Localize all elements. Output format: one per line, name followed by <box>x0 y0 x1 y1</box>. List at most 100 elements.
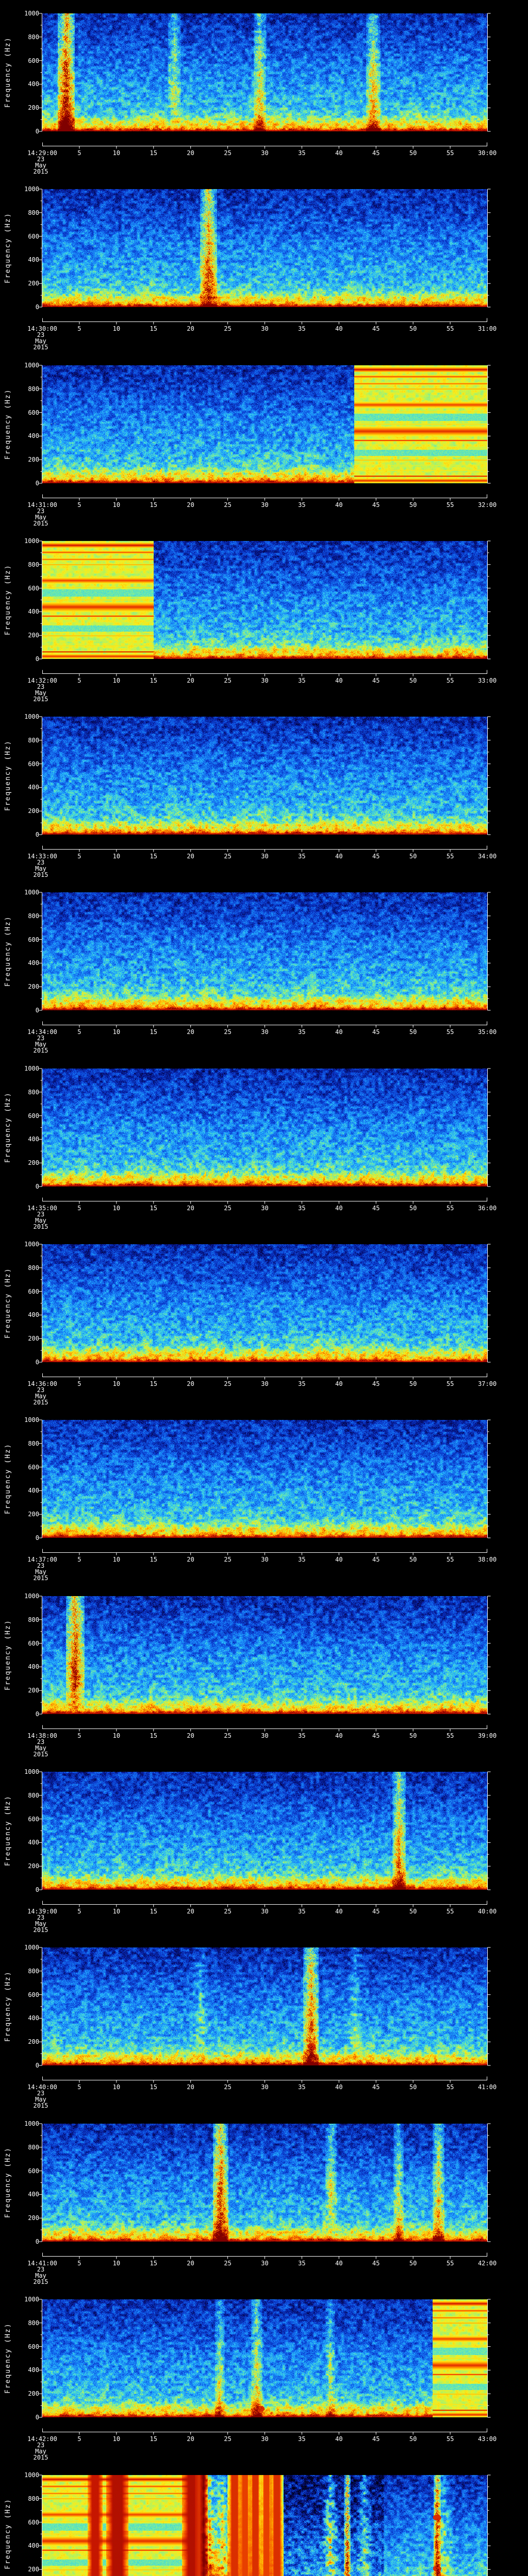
x-tick-label: 40 <box>335 1556 343 1563</box>
y-tick-label: 200 <box>28 1159 39 1167</box>
x-tick-label: 55 <box>446 2435 454 2443</box>
y-tick-label: 400 <box>28 1487 39 1495</box>
x-tick-label: 5 <box>77 1205 81 1212</box>
date-line: 23 <box>37 1386 45 1394</box>
spectrogram-image <box>42 892 487 1010</box>
x-tick-label: 20 <box>187 501 194 509</box>
date-line: 2015 <box>33 696 48 703</box>
y-tick-label: 0 <box>35 2062 39 2069</box>
x-tick-label: 55 <box>446 2083 454 2091</box>
x-tick-label: 5 <box>77 2260 81 2267</box>
x-start-time-label: 14:39:00 <box>27 1908 57 1915</box>
x-tick-label: 5 <box>77 2435 81 2443</box>
x-end-time-label: 35:00 <box>477 1028 497 1036</box>
x-tick-label: 30 <box>261 149 269 157</box>
x-tick-label: 15 <box>150 1380 157 1387</box>
y-tick-label: 800 <box>28 1791 39 1799</box>
y-tick-label: 600 <box>28 2167 39 2175</box>
y-tick-label: 1000 <box>24 713 39 720</box>
axis-frame <box>39 189 491 325</box>
x-end-time-label: 32:00 <box>477 501 497 509</box>
date-line: 2015 <box>33 168 48 175</box>
date-line: 23 <box>37 683 45 690</box>
x-start-time-label: 14:38:00 <box>27 1732 57 1739</box>
x-tick-label: 40 <box>335 1732 343 1739</box>
x-tick-label: 50 <box>409 149 417 157</box>
x-tick-label: 5 <box>77 501 81 509</box>
x-tick-label: 15 <box>150 2435 157 2443</box>
y-tick-label: 1000 <box>24 1944 39 1951</box>
y-tick-label: 800 <box>28 1967 39 1975</box>
y-tick-label: 400 <box>28 2191 39 2198</box>
y-tick-label: 0 <box>35 1359 39 1366</box>
x-tick-label: 45 <box>372 1908 380 1915</box>
x-tick-label: 30 <box>261 1205 269 1212</box>
y-tick-label: 400 <box>28 1136 39 1143</box>
date-line: May <box>35 1393 46 1400</box>
x-tick-label: 25 <box>224 501 232 509</box>
spectrogram-image <box>42 1947 487 2065</box>
axis-ticks <box>39 189 491 325</box>
x-tick-label: 30 <box>261 677 269 684</box>
x-tick-label: 25 <box>224 2260 232 2267</box>
x-tick-label: 45 <box>372 853 380 860</box>
x-tick-label: 25 <box>224 2435 232 2443</box>
spectrogram-image <box>42 717 487 835</box>
date-line: 23 <box>37 331 45 338</box>
x-tick-label: 50 <box>409 853 417 860</box>
date-line: 2015 <box>33 344 48 351</box>
x-tick-label: 15 <box>150 1556 157 1563</box>
x-tick-label: 25 <box>224 149 232 157</box>
y-tick-label: 800 <box>28 912 39 920</box>
x-tick-label: 40 <box>335 325 343 332</box>
axis-ticks <box>39 1068 491 1204</box>
x-tick-label: 20 <box>187 2260 194 2267</box>
axis-ticks <box>39 1419 491 1555</box>
x-tick-label: 45 <box>372 1028 380 1036</box>
y-tick-label: 200 <box>28 104 39 112</box>
x-tick-label: 55 <box>446 501 454 509</box>
y-tick-label: 1000 <box>24 537 39 545</box>
spectrogram-panel: Frequency (Hz) 1000 800 600 400 200 0 14:38:00 5… <box>0 1583 528 1759</box>
spectrogram-panel: Frequency (Hz) 1000 800 600 400 200 0 14:32:00 5… <box>0 528 528 704</box>
x-tick-label: 25 <box>224 853 232 860</box>
x-start-time-label: 14:34:00 <box>27 1028 57 1036</box>
x-tick-label: 55 <box>446 149 454 157</box>
x-tick-label: 35 <box>298 2435 306 2443</box>
x-tick-label: 50 <box>409 1205 417 1212</box>
axis-frame <box>39 1244 491 1380</box>
date-line: May <box>35 337 46 345</box>
y-tick-label: 0 <box>35 831 39 838</box>
y-tick-label: 400 <box>28 2014 39 2022</box>
x-tick-label: 20 <box>187 1732 194 1739</box>
x-tick-label: 45 <box>372 1205 380 1212</box>
date-line: May <box>35 1744 46 1752</box>
spectrogram-panel: Frequency (Hz) 1000 800 600 400 200 0 14:33:00 5… <box>0 703 528 879</box>
x-end-time-label: 40:00 <box>477 1908 497 1915</box>
y-tick-label: 600 <box>28 584 39 592</box>
x-tick-label: 15 <box>150 1205 157 1212</box>
date-line: 23 <box>37 2090 45 2097</box>
x-tick-label: 20 <box>187 2435 194 2443</box>
x-start-time-label: 14:40:00 <box>27 2083 57 2091</box>
date-line: 23 <box>37 1914 45 1921</box>
y-tick-label: 400 <box>28 432 39 440</box>
x-tick-label: 20 <box>187 2083 194 2091</box>
y-tick-label: 600 <box>28 1287 39 1295</box>
y-tick-label: 800 <box>28 1439 39 1447</box>
x-tick-label: 35 <box>298 2083 306 2091</box>
y-tick-label: 200 <box>28 807 39 815</box>
date-line: 23 <box>37 859 45 866</box>
y-tick-label: 1000 <box>24 2296 39 2303</box>
date-line: 23 <box>37 156 45 163</box>
x-tick-label: 10 <box>112 149 121 157</box>
x-tick-label: 10 <box>112 1205 121 1212</box>
y-tick-label: 0 <box>35 2238 39 2245</box>
x-tick-label: 25 <box>224 1380 232 1387</box>
x-tick-label: 35 <box>298 325 306 332</box>
x-tick-label: 50 <box>409 2435 417 2443</box>
axis-frame <box>39 1596 491 1732</box>
x-tick-label: 15 <box>150 1908 157 1915</box>
x-tick-label: 40 <box>335 2260 343 2267</box>
